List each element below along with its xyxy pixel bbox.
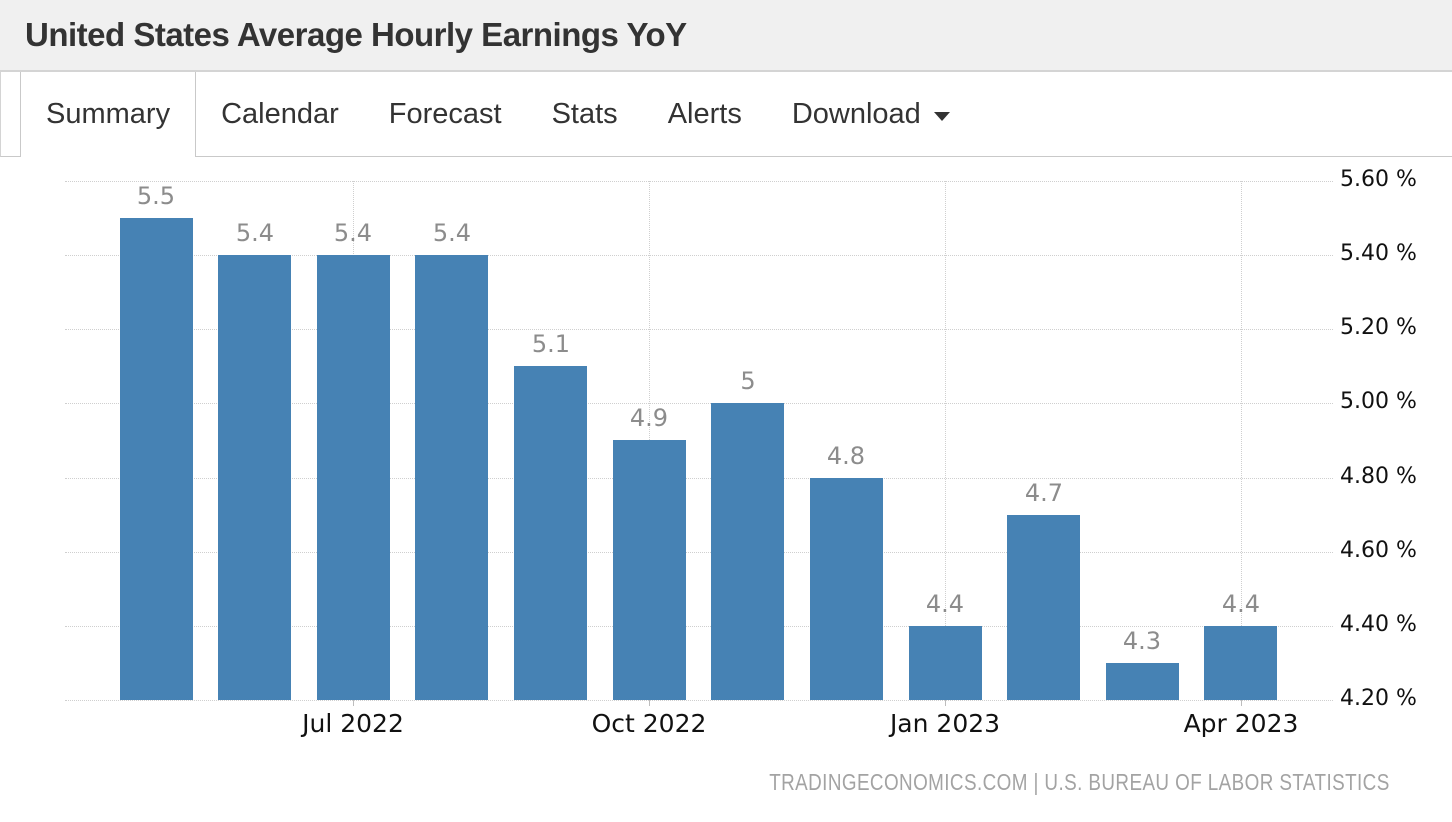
bar[interactable] (1106, 663, 1179, 700)
title-bar: United States Average Hourly Earnings Yo… (0, 0, 1452, 72)
chart-attribution: TRADINGECONOMICS.COM | U.S. BUREAU OF LA… (769, 769, 1390, 795)
h-gridline (65, 700, 1333, 701)
y-axis-label: 4.60 % (1340, 538, 1417, 563)
bar-value-label: 5.4 (333, 219, 373, 247)
tab-label: Download (791, 97, 921, 130)
bar[interactable] (317, 255, 390, 700)
bar[interactable] (415, 255, 488, 700)
bar[interactable] (909, 626, 982, 700)
x-axis-tick (945, 700, 946, 706)
tab-label: Calendar (221, 97, 339, 130)
h-gridline (65, 329, 1333, 330)
chevron-down-icon (933, 111, 950, 121)
bar-value-label: 5 (740, 367, 756, 395)
bar-value-label: 4.7 (1024, 479, 1064, 507)
tab-label: Summary (46, 98, 171, 130)
tab-label: Stats (551, 97, 618, 130)
y-axis-label: 5.00 % (1340, 389, 1417, 414)
h-gridline (65, 181, 1333, 182)
tab-label: Forecast (388, 97, 502, 130)
tab-calendar[interactable]: Calendar (196, 72, 364, 156)
bar[interactable] (613, 440, 686, 700)
y-axis-label: 4.20 % (1340, 686, 1417, 711)
h-gridline (65, 478, 1333, 479)
tab-forecast[interactable]: Forecast (363, 72, 527, 156)
bar[interactable] (218, 255, 291, 700)
y-axis-label: 5.20 % (1340, 315, 1417, 340)
tab-summary[interactable]: Summary (20, 72, 197, 157)
tab-bar: Summary Calendar Forecast Stats Alerts Downlo… (0, 72, 1452, 157)
chart: TRADINGECONOMICS.COM | U.S. BUREAU OF LA… (0, 157, 1452, 822)
bar-value-label: 4.4 (1221, 590, 1261, 618)
x-axis-tick (649, 700, 650, 706)
tab-stats[interactable]: Stats (526, 72, 643, 156)
bar[interactable] (810, 478, 883, 700)
v-gridline (945, 181, 946, 700)
tab-download[interactable]: Download (766, 72, 975, 156)
h-gridline (65, 255, 1333, 256)
y-axis-label: 5.40 % (1340, 241, 1417, 266)
bar[interactable] (120, 218, 193, 700)
tab-alerts[interactable]: Alerts (642, 72, 767, 156)
bar-value-label: 4.8 (826, 442, 866, 470)
y-axis-label: 4.40 % (1340, 612, 1417, 637)
bar[interactable] (1007, 515, 1080, 700)
bar-value-label: 5.4 (235, 219, 275, 247)
y-axis-label: 5.60 % (1340, 167, 1417, 192)
bar[interactable] (1204, 626, 1277, 700)
bar[interactable] (514, 366, 587, 700)
x-axis-label: Oct 2022 (591, 709, 707, 738)
bar-value-label: 4.3 (1122, 627, 1162, 655)
bar-value-label: 5.1 (531, 330, 571, 358)
bar-value-label: 4.4 (925, 590, 965, 618)
tab-label: Alerts (667, 97, 742, 130)
x-axis-label: Apr 2023 (1183, 709, 1299, 738)
bar-value-label: 4.9 (629, 404, 669, 432)
v-gridline (1241, 181, 1242, 700)
bar[interactable] (711, 403, 784, 700)
y-axis-label: 4.80 % (1340, 464, 1417, 489)
h-gridline (65, 403, 1333, 404)
x-axis-label: Jan 2023 (889, 709, 1001, 738)
x-axis-tick (1241, 700, 1242, 706)
page-title: United States Average Hourly Earnings Yo… (25, 16, 687, 53)
bar-value-label: 5.4 (432, 219, 472, 247)
bar-value-label: 5.5 (136, 182, 176, 210)
h-gridline (65, 552, 1333, 553)
h-gridline (65, 626, 1333, 627)
x-axis-tick (353, 700, 354, 706)
x-axis-label: Jul 2022 (302, 709, 404, 738)
